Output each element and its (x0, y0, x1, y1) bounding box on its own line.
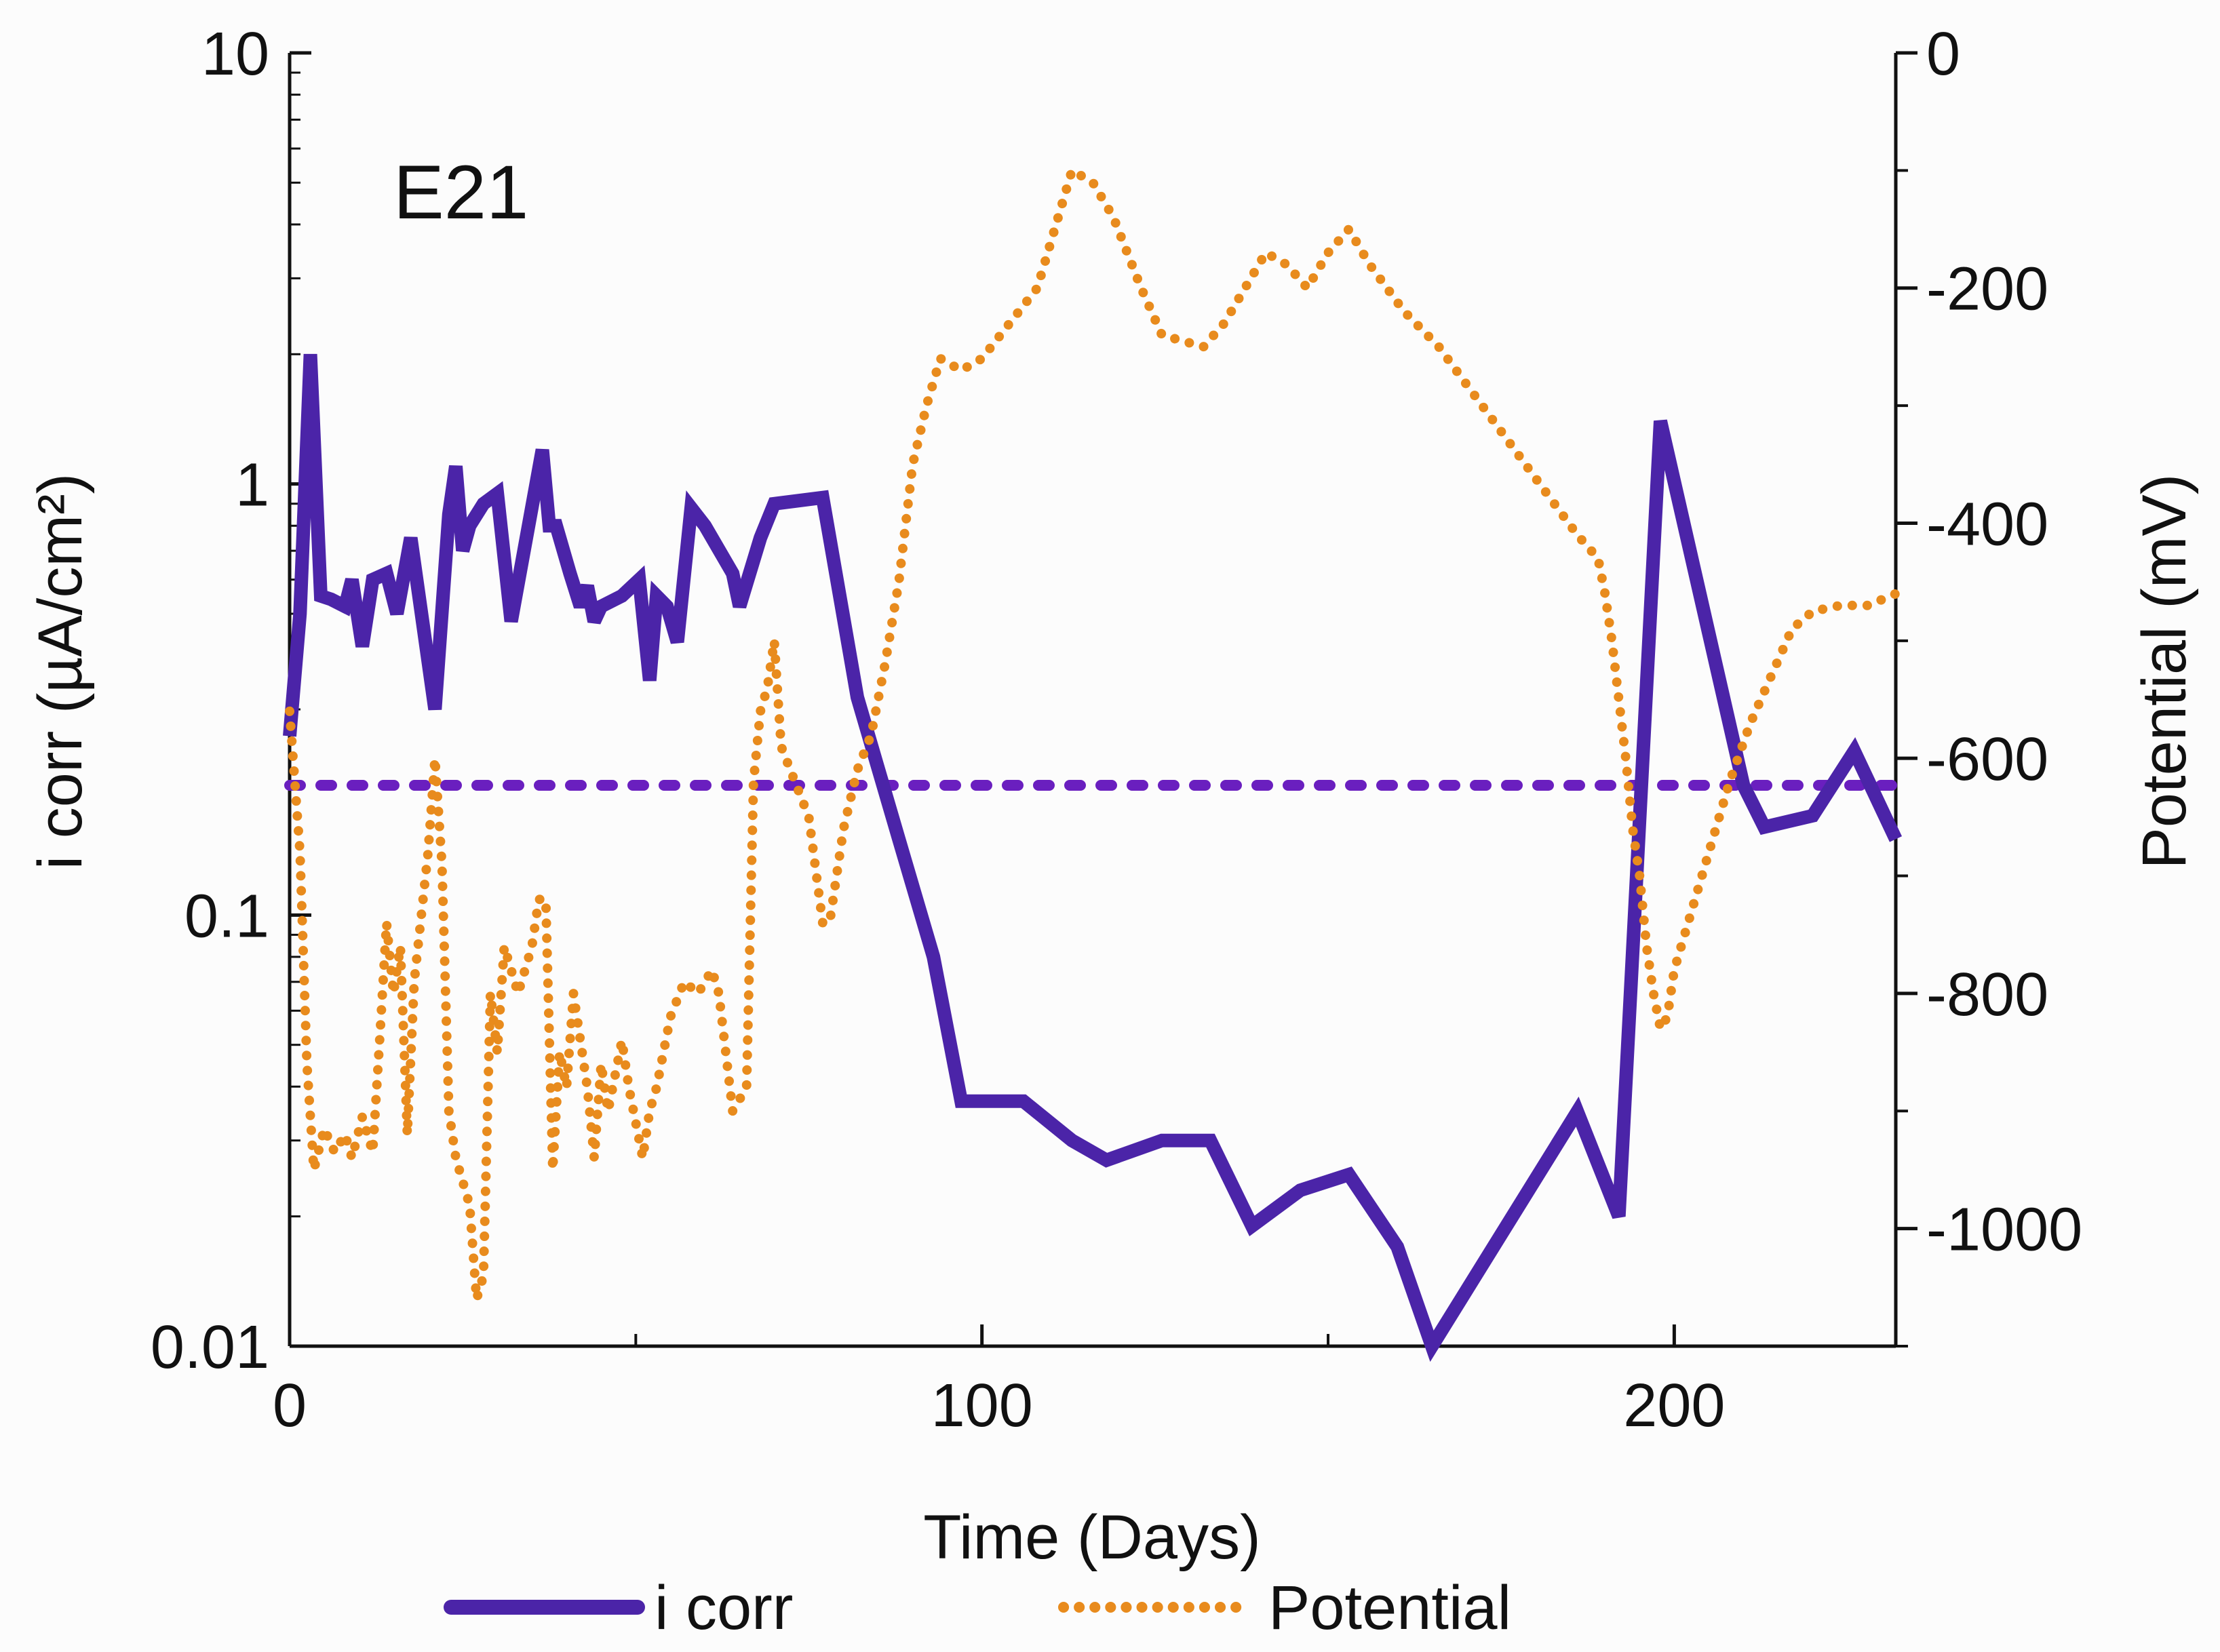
legend-label-potential: Potential (1268, 1573, 1511, 1643)
y-right-tick-label: -400 (1926, 490, 2048, 558)
series (283, 165, 1903, 1362)
legend-label-i-corr: i corr (655, 1573, 793, 1643)
x-tick-label: 100 (931, 1372, 1033, 1440)
y-right-tick-label: 0 (1926, 20, 1960, 88)
y-right-tick-label: -800 (1926, 961, 2048, 1029)
x-tick-label: 200 (1623, 1372, 1725, 1440)
y-left-tick-label: 0.1 (184, 882, 269, 950)
series-line-i-corr (283, 353, 1903, 1362)
y-right-tick-label: -200 (1926, 256, 2048, 323)
y-left-tick-label: 10 (201, 20, 269, 88)
y-left-tick-label: 0.01 (151, 1314, 269, 1381)
x-axis-title: Time (Days) (923, 1503, 1260, 1572)
series-line-potential (285, 165, 1901, 1304)
y-left-tick-label: 1 (235, 452, 269, 519)
y-axis-left-title: i corr (µA/cm²) (26, 473, 95, 869)
plot-annotation: E21 (393, 150, 528, 235)
y-axis-right-title: Potential (mV) (2130, 474, 2199, 869)
x-tick-label: 0 (273, 1372, 307, 1440)
y-right-tick-label: -600 (1926, 726, 2048, 793)
legend: i corr Potential (444, 1573, 1511, 1643)
y-right-tick-label: -1000 (1926, 1196, 2082, 1264)
